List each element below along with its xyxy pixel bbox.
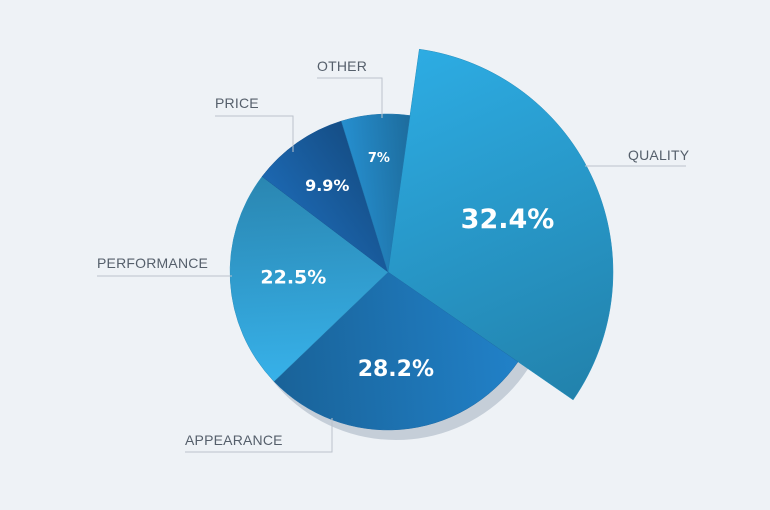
pie-slice-price <box>261 120 389 273</box>
slice-value-label-quality: 32.4% <box>461 204 555 235</box>
leader-line-other <box>317 77 383 118</box>
leader-line-appearance <box>185 418 333 453</box>
slice-value-label-price: 9.9% <box>305 176 349 195</box>
category-label-price: PRICE <box>215 95 259 111</box>
pie-slice-quality <box>387 48 614 401</box>
pie-slice-other <box>340 113 411 273</box>
category-label-other: OTHER <box>317 58 367 74</box>
slice-value-label-other: 7% <box>368 151 390 166</box>
category-label-performance: PERFORMANCE <box>97 255 208 271</box>
pie-slice-performance <box>229 176 389 382</box>
slice-value-label-performance: 22.5% <box>260 267 326 289</box>
slice-value-label-appearance: 28.2% <box>358 357 434 382</box>
leader-line-price <box>215 115 294 152</box>
category-label-appearance: APPEARANCE <box>185 432 283 448</box>
category-label-quality: QUALITY <box>628 147 690 163</box>
pie-slice-appearance <box>273 271 519 431</box>
